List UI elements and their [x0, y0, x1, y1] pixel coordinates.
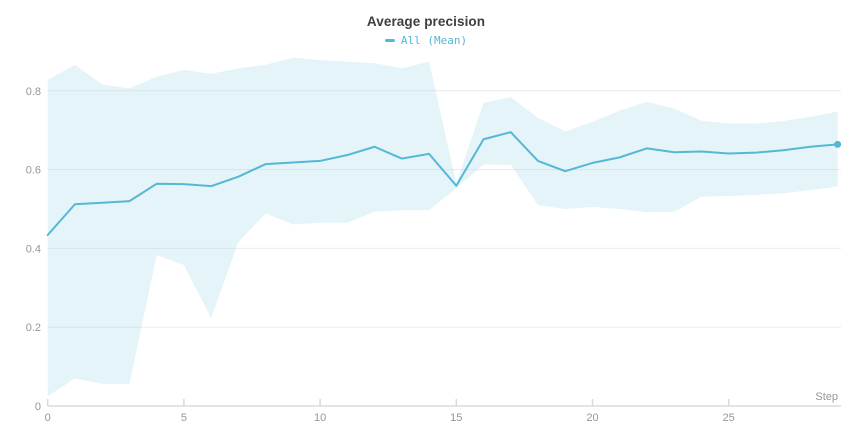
legend[interactable]: All (Mean): [0, 34, 852, 47]
y-tick-label: 0.4: [26, 243, 41, 255]
minmax-band: [47, 57, 838, 397]
chart-title: Average precision: [366, 14, 486, 29]
step-axis-label: Step: [815, 391, 838, 403]
x-tick-label: 20: [586, 412, 598, 424]
legend-line-swatch: [384, 39, 395, 42]
x-tick-label: 15: [450, 412, 462, 424]
legend-label: All (Mean): [400, 34, 468, 47]
y-tick-label: 0: [35, 401, 41, 413]
x-tick-label: 25: [723, 412, 735, 424]
x-tick-label: 0: [45, 412, 51, 424]
y-tick-label: 0.8: [26, 86, 41, 98]
y-tick-label: 0.6: [26, 165, 41, 177]
x-tick-label: 10: [314, 412, 326, 424]
y-tick-label: 0.2: [26, 322, 41, 334]
last-point-marker[interactable]: [834, 140, 842, 148]
x-tick-label: 5: [181, 412, 187, 424]
mean-line: [46, 131, 839, 237]
